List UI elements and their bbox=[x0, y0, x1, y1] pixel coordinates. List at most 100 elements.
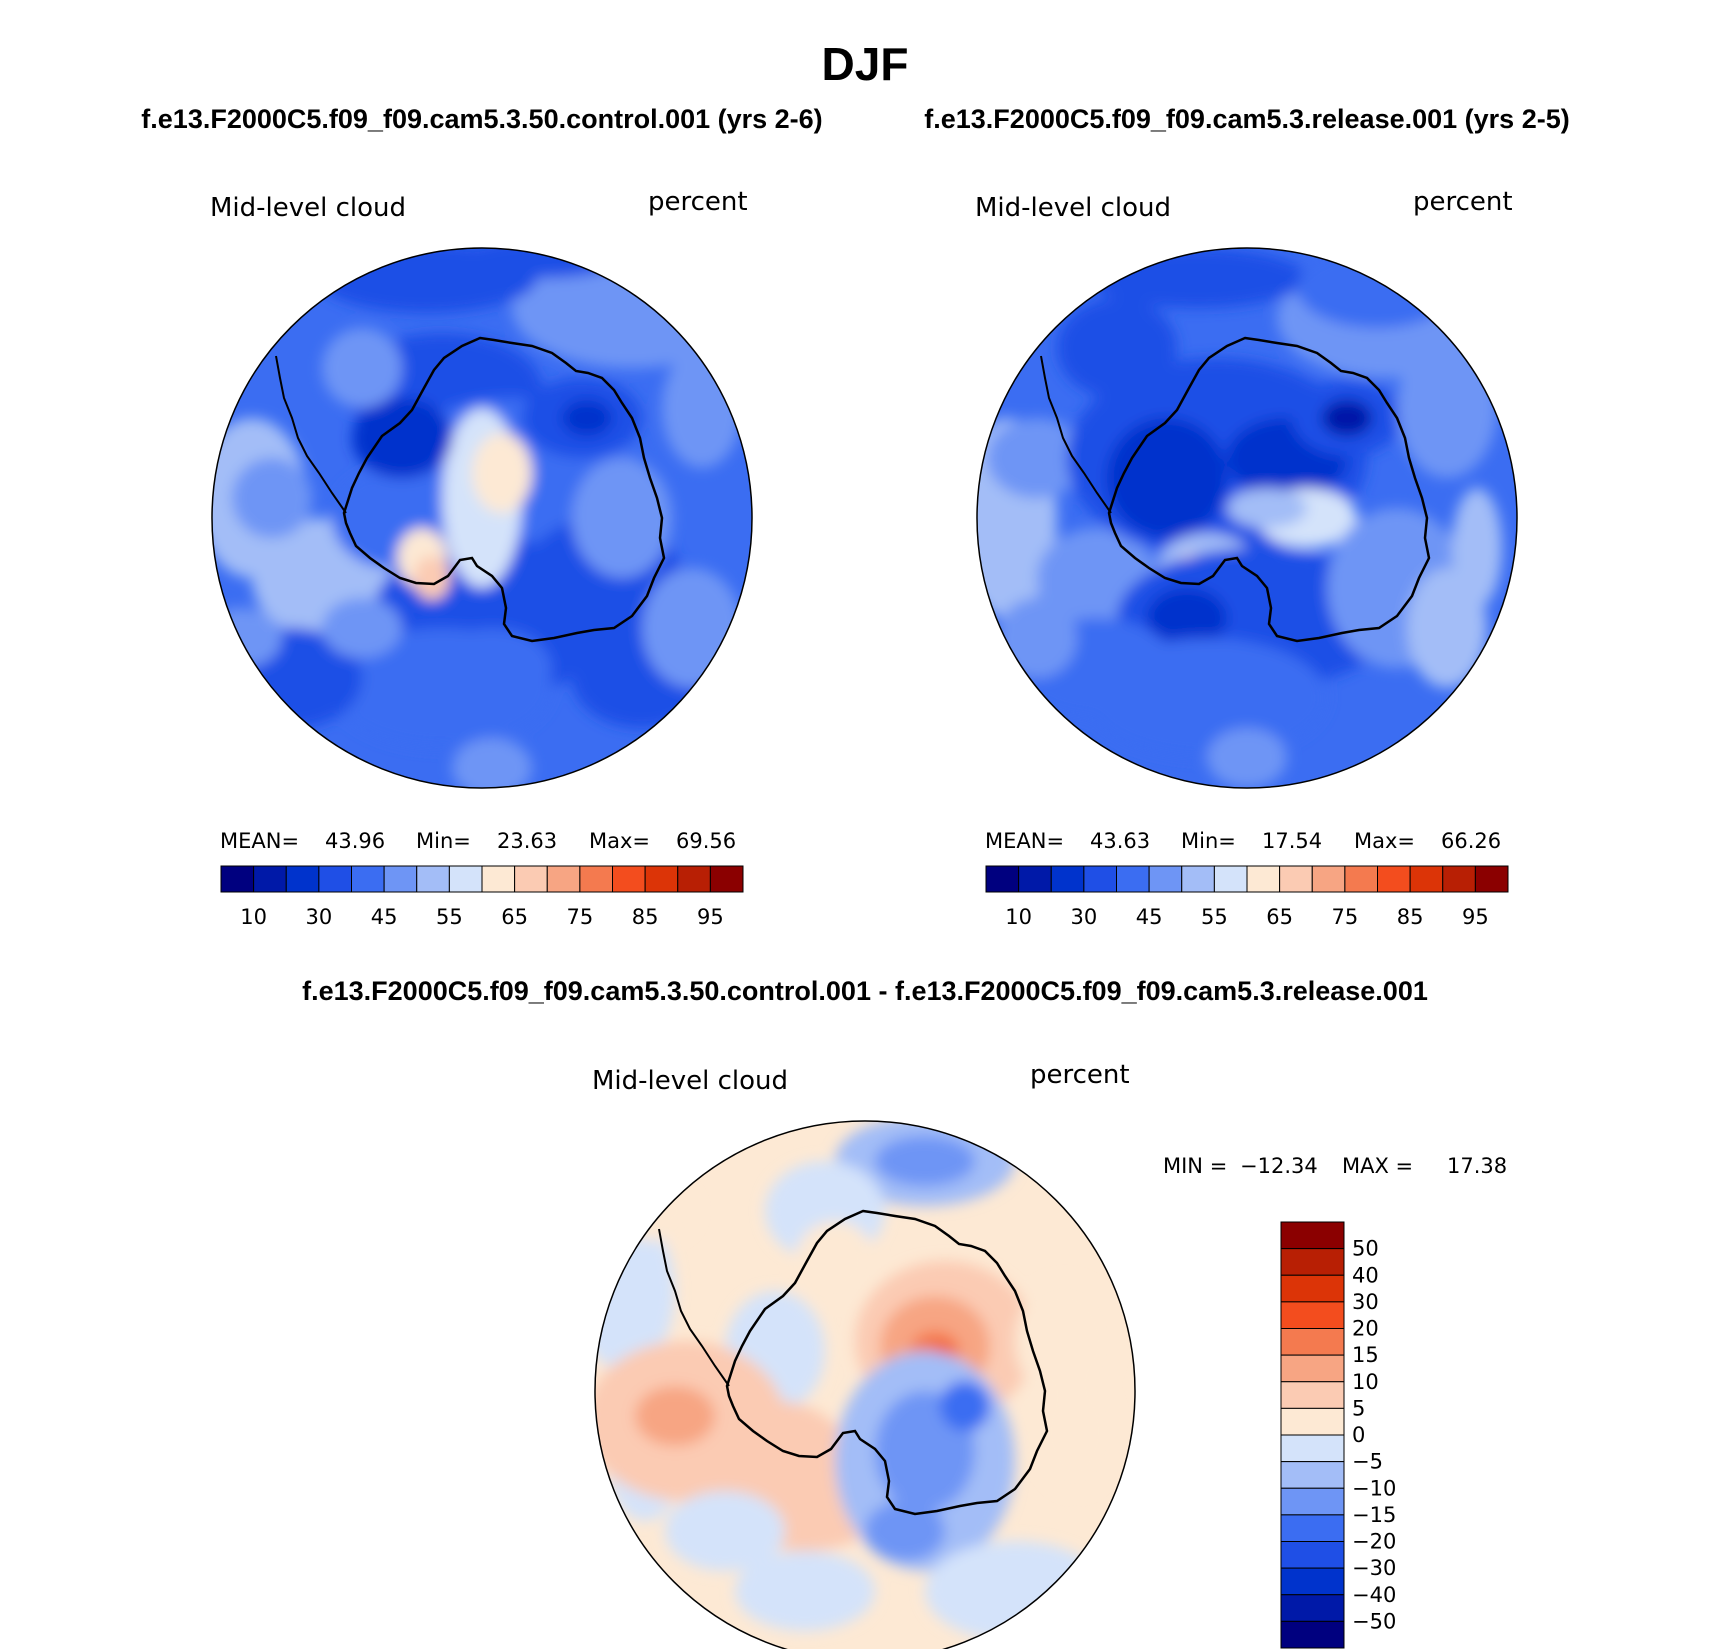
colorbar-swatch bbox=[253, 865, 287, 893]
field-blob bbox=[662, 348, 742, 468]
colorbar-swatch bbox=[1280, 1354, 1345, 1383]
colorbar-swatch bbox=[1280, 1221, 1345, 1250]
colorbar-swatch bbox=[1280, 1620, 1345, 1649]
panel-release-min-value: 17.54 bbox=[1262, 829, 1322, 853]
colorbar-tick-label: −20 bbox=[1352, 1530, 1396, 1554]
panel-control-min-label: Min= bbox=[416, 829, 471, 853]
field-blob bbox=[322, 328, 402, 408]
panel-release-map-border bbox=[976, 247, 1518, 789]
colorbar-swatch bbox=[285, 865, 320, 893]
colorbar-swatch bbox=[448, 865, 483, 893]
panel-control-mean-label: MEAN= bbox=[220, 829, 299, 853]
colorbar-swatch bbox=[1280, 1594, 1345, 1622]
field-blob bbox=[665, 1491, 785, 1571]
colorbar-tick-label: −50 bbox=[1352, 1609, 1396, 1633]
colorbar-tick-label: 85 bbox=[1397, 905, 1424, 929]
field-blob bbox=[1452, 488, 1502, 608]
colorbar-tick-label: −40 bbox=[1352, 1583, 1396, 1607]
colorbar-tick-label: 30 bbox=[1352, 1290, 1379, 1314]
colorbar-swatch bbox=[1246, 865, 1281, 893]
field-blob bbox=[795, 1221, 875, 1301]
field-blob bbox=[615, 1181, 695, 1241]
panel-difference-map bbox=[595, 1121, 1135, 1649]
field-blob bbox=[352, 398, 452, 478]
panel-release-peninsula bbox=[1040, 355, 1112, 514]
colorbar-swatch bbox=[985, 865, 1020, 893]
field-blob bbox=[322, 598, 402, 658]
field-blob bbox=[1397, 338, 1497, 478]
colorbar-tick-label: 0 bbox=[1352, 1423, 1365, 1447]
colorbar-tick-label: 65 bbox=[1266, 905, 1293, 929]
colorbar-swatch bbox=[1280, 1487, 1345, 1516]
colorbar-swatch bbox=[677, 865, 711, 893]
panel-release-mean-label: MEAN= bbox=[985, 829, 1064, 853]
field-blobs bbox=[595, 1121, 1115, 1641]
field-blob bbox=[1227, 488, 1307, 528]
colorbar-swatch bbox=[1181, 865, 1215, 893]
colorbar-tick-label: 95 bbox=[1462, 905, 1489, 929]
colorbar-swatch bbox=[1280, 1274, 1345, 1303]
field-blob bbox=[595, 1131, 675, 1191]
panel-difference-units: percent bbox=[1030, 1060, 1130, 1090]
colorbar-swatch bbox=[1311, 865, 1346, 893]
panel-difference-max-value: 17.38 bbox=[1447, 1154, 1507, 1178]
colorbar-swatch bbox=[1280, 1461, 1345, 1489]
colorbar-swatch bbox=[1116, 865, 1150, 893]
field-blob bbox=[232, 458, 312, 538]
colorbar-swatch bbox=[416, 865, 450, 893]
field-blob bbox=[1057, 298, 1177, 398]
colorbar-tick-label: 10 bbox=[1352, 1370, 1379, 1394]
field-blob bbox=[452, 738, 532, 788]
panel-release-max-label: Max= bbox=[1354, 829, 1415, 853]
panel-control-colorbar: 10 30 45 55 65 75 85 95 bbox=[220, 865, 744, 929]
colorbar-swatch bbox=[644, 865, 679, 893]
panel-release-max-value: 66.26 bbox=[1441, 829, 1501, 853]
panel-difference-field bbox=[595, 1121, 1135, 1649]
colorbar-tick-label: 45 bbox=[371, 905, 398, 929]
colorbar-swatch bbox=[1213, 865, 1248, 893]
field-blob bbox=[414, 556, 450, 600]
field-blob bbox=[997, 598, 1077, 678]
colorbar-swatch bbox=[1280, 1407, 1345, 1436]
field-blob bbox=[1087, 248, 1307, 308]
field-blob bbox=[572, 458, 672, 578]
colorbar-swatch bbox=[1344, 865, 1378, 893]
colorbar-tick-label: 40 bbox=[1352, 1263, 1379, 1287]
colorbar-tick-label: 20 bbox=[1352, 1317, 1379, 1341]
diff-case-title: f.e13.F2000C5.f09_f09.cam5.3.50.control.… bbox=[302, 976, 1428, 1006]
panel-control-coastline bbox=[342, 336, 666, 643]
colorbar-swatch bbox=[1280, 1541, 1345, 1569]
colorbar-swatch bbox=[1280, 1301, 1345, 1329]
field-blobs bbox=[212, 248, 752, 788]
panel-control-max-label: Max= bbox=[589, 829, 650, 853]
figure-title: DJF bbox=[822, 38, 909, 90]
colorbar-swatch bbox=[1442, 865, 1476, 893]
colorbar-tick-label: 55 bbox=[1201, 905, 1228, 929]
colorbar-swatch bbox=[220, 865, 255, 893]
panel-difference-min-label: MIN = bbox=[1163, 1154, 1227, 1178]
field-blob bbox=[735, 1551, 875, 1631]
colorbar-swatch bbox=[612, 865, 646, 893]
colorbar-swatch bbox=[1083, 865, 1117, 893]
colorbar-swatch bbox=[1148, 865, 1183, 893]
colorbar-swatch bbox=[1280, 1328, 1345, 1356]
colorbar-swatch bbox=[383, 865, 418, 893]
colorbar-swatch bbox=[1409, 865, 1444, 893]
colorbar-swatch bbox=[1377, 865, 1411, 893]
panel-difference-coastline bbox=[725, 1209, 1049, 1516]
panel-control: Mid-level cloud percent MEAN= 43.96 Min=… bbox=[210, 187, 753, 929]
panel-release-colorbar: 10 30 45 55 65 75 85 95 bbox=[985, 865, 1509, 929]
colorbar-tick-label: −10 bbox=[1352, 1476, 1396, 1500]
panel-control-min-value: 23.63 bbox=[497, 829, 557, 853]
panel-release-mean-value: 43.63 bbox=[1090, 829, 1150, 853]
panel-release-units: percent bbox=[1413, 187, 1513, 217]
colorbar-tick-label: −5 bbox=[1352, 1450, 1383, 1474]
panel-control-map bbox=[212, 248, 752, 788]
left-case-title: f.e13.F2000C5.f09_f09.cam5.3.50.control.… bbox=[141, 104, 822, 134]
colorbar-tick-label: 50 bbox=[1352, 1237, 1379, 1261]
panel-difference-min-value: −12.34 bbox=[1240, 1154, 1318, 1178]
colorbar-tick-label: 55 bbox=[436, 905, 463, 929]
colorbar-tick-label: 95 bbox=[697, 905, 724, 929]
field-blob bbox=[1207, 728, 1287, 788]
